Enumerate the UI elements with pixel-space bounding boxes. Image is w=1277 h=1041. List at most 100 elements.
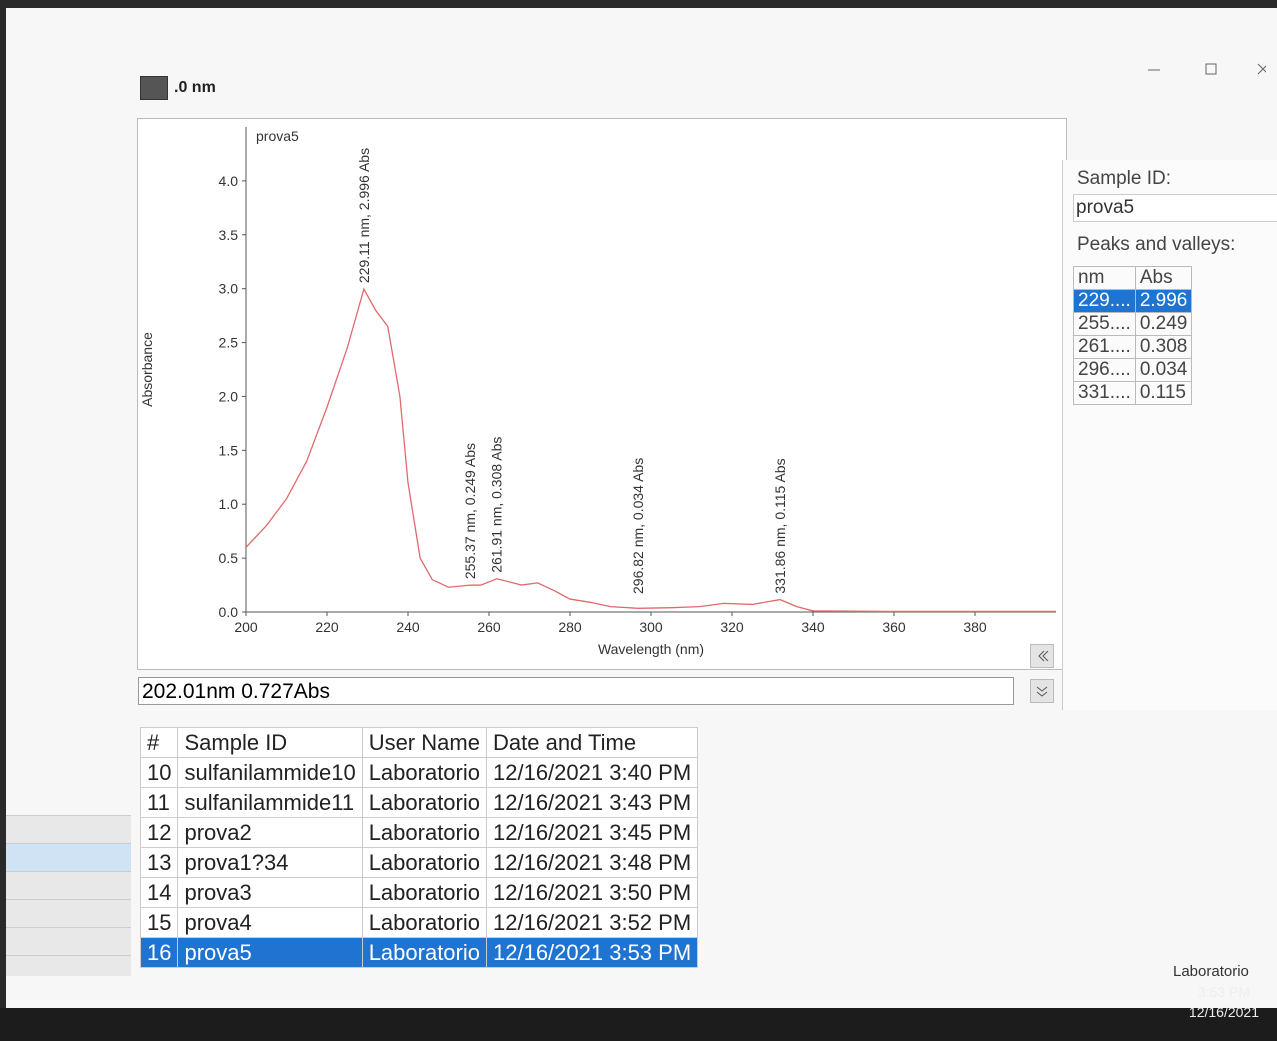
table-cell: 255.... xyxy=(1074,313,1136,336)
table-cell: 296.... xyxy=(1074,359,1136,382)
column-header: Abs xyxy=(1135,267,1192,290)
table-cell: 0.034 xyxy=(1135,359,1192,382)
sample-id-label: Sample ID: xyxy=(1077,168,1277,190)
expand-button[interactable] xyxy=(1030,679,1054,703)
screen: .0 nm 0.00.51.01.52.02.53.03.54.02002202… xyxy=(0,0,1277,1041)
spectrum-line xyxy=(246,289,1056,611)
table-cell: Laboratorio xyxy=(362,758,486,788)
table-cell: 12/16/2021 3:53 PM xyxy=(487,938,698,968)
table-cell: Laboratorio xyxy=(362,848,486,878)
cursor-readout: 202.01nm 0.727Abs xyxy=(138,677,1014,705)
taskbar xyxy=(0,1008,1277,1041)
peak-annotation: 331.86 nm, 0.115 Abs xyxy=(772,458,788,593)
side-nav xyxy=(6,815,131,976)
table-cell: 11 xyxy=(141,788,178,818)
status-user: Laboratorio xyxy=(1173,963,1249,980)
y-tick-label: 2.5 xyxy=(219,335,239,351)
y-tick-label: 3.0 xyxy=(219,281,239,297)
table-cell: 15 xyxy=(141,908,178,938)
y-tick-label: 1.5 xyxy=(219,442,239,458)
collapse-button[interactable] xyxy=(1030,644,1054,668)
table-row[interactable]: 296....0.034 xyxy=(1074,359,1192,382)
clock-time: 3:53 PM xyxy=(1189,982,1259,1002)
column-header: nm xyxy=(1074,267,1136,290)
x-tick-label: 340 xyxy=(801,619,825,635)
close[interactable] xyxy=(1258,64,1266,74)
table-cell: sulfanilammide10 xyxy=(178,758,362,788)
table-cell: 14 xyxy=(141,878,178,908)
column-header: # xyxy=(141,728,178,758)
table-cell: 12/16/2021 3:40 PM xyxy=(487,758,698,788)
table-cell: Laboratorio xyxy=(362,818,486,848)
table-cell: 12 xyxy=(141,818,178,848)
table-cell: 13 xyxy=(141,848,178,878)
peak-annotation: 255.37 nm, 0.249 Abs xyxy=(462,443,478,579)
table-cell: 229.... xyxy=(1074,290,1136,313)
table-cell: 261.... xyxy=(1074,336,1136,359)
peak-annotation: 296.82 nm, 0.034 Abs xyxy=(630,458,646,594)
table-row[interactable]: 331....0.115 xyxy=(1074,382,1192,405)
table-cell: prova2 xyxy=(178,818,362,848)
sample-id-field: prova5 xyxy=(1073,194,1277,222)
x-tick-label: 260 xyxy=(477,619,501,635)
table-cell: 12/16/2021 3:48 PM xyxy=(487,848,698,878)
toolbar-label: .0 nm xyxy=(174,79,216,96)
table-cell: Laboratorio xyxy=(362,908,486,938)
table-row[interactable]: 255....0.249 xyxy=(1074,313,1192,336)
y-axis-label: Absorbance xyxy=(139,332,155,407)
table-cell: Laboratorio xyxy=(362,788,486,818)
y-tick-label: 3.5 xyxy=(219,227,239,243)
peak-annotation: 261.91 nm, 0.308 Abs xyxy=(489,437,505,573)
x-tick-label: 360 xyxy=(882,619,906,635)
table-cell: 2.996 xyxy=(1135,290,1192,313)
legend-label: prova5 xyxy=(256,128,299,144)
x-tick-label: 300 xyxy=(639,619,663,635)
table-cell: prova4 xyxy=(178,908,362,938)
x-tick-label: 320 xyxy=(720,619,744,635)
x-tick-label: 380 xyxy=(963,619,987,635)
table-cell: 12/16/2021 3:52 PM xyxy=(487,908,698,938)
y-tick-label: 4.0 xyxy=(219,173,239,189)
table-cell: 0.308 xyxy=(1135,336,1192,359)
table-cell: Laboratorio xyxy=(362,938,486,968)
peaks-label: Peaks and valleys: xyxy=(1077,234,1277,256)
toolbar-icon[interactable] xyxy=(140,76,168,100)
y-tick-label: 2.0 xyxy=(219,388,239,404)
table-cell: prova1?34 xyxy=(178,848,362,878)
column-header: Sample ID xyxy=(178,728,362,758)
peak-annotation: 229.11 nm, 2.996 Abs xyxy=(356,148,372,283)
y-tick-label: 0.5 xyxy=(219,550,239,566)
table-cell: prova3 xyxy=(178,878,362,908)
table-cell: 12/16/2021 3:43 PM xyxy=(487,788,698,818)
table-cell: 12/16/2021 3:45 PM xyxy=(487,818,698,848)
maximize[interactable] xyxy=(1206,64,1216,74)
table-cell: 331.... xyxy=(1074,382,1136,405)
table-row[interactable]: 229....2.996 xyxy=(1074,290,1192,313)
table-row[interactable]: 261....0.308 xyxy=(1074,336,1192,359)
x-tick-label: 280 xyxy=(558,619,582,635)
table-cell: 0.115 xyxy=(1135,382,1192,405)
y-tick-label: 0.0 xyxy=(219,604,239,620)
table-cell: 16 xyxy=(141,938,178,968)
toolbar: .0 nm xyxy=(140,76,216,100)
clock-date: 12/16/2021 xyxy=(1189,1002,1259,1022)
table-cell: prova5 xyxy=(178,938,362,968)
table-cell: 12/16/2021 3:50 PM xyxy=(487,878,698,908)
column-header: User Name xyxy=(362,728,486,758)
table-cell: sulfanilammide11 xyxy=(178,788,362,818)
table-cell: Laboratorio xyxy=(362,878,486,908)
column-header: Date and Time xyxy=(487,728,698,758)
x-tick-label: 240 xyxy=(396,619,420,635)
